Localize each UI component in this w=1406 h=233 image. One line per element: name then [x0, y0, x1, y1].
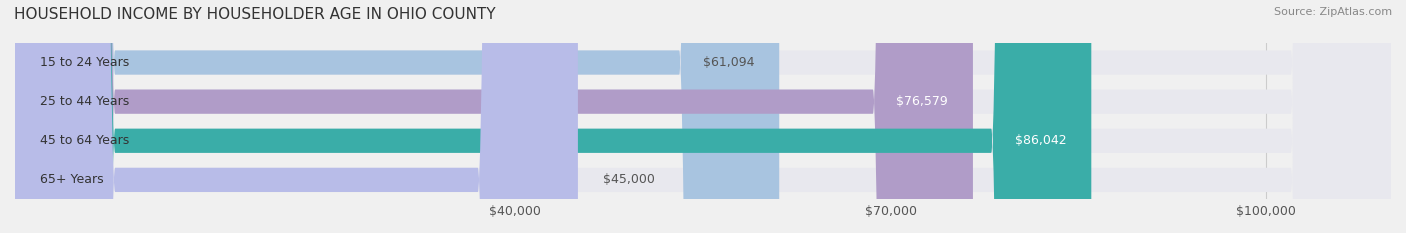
Text: HOUSEHOLD INCOME BY HOUSEHOLDER AGE IN OHIO COUNTY: HOUSEHOLD INCOME BY HOUSEHOLDER AGE IN O… [14, 7, 496, 22]
FancyBboxPatch shape [15, 0, 1391, 233]
Text: Source: ZipAtlas.com: Source: ZipAtlas.com [1274, 7, 1392, 17]
Text: 65+ Years: 65+ Years [39, 173, 104, 186]
Text: 15 to 24 Years: 15 to 24 Years [39, 56, 129, 69]
FancyBboxPatch shape [15, 0, 1091, 233]
FancyBboxPatch shape [15, 0, 973, 233]
FancyBboxPatch shape [15, 0, 1391, 233]
FancyBboxPatch shape [15, 0, 1391, 233]
Text: $61,094: $61,094 [703, 56, 754, 69]
Text: 45 to 64 Years: 45 to 64 Years [39, 134, 129, 147]
FancyBboxPatch shape [15, 0, 779, 233]
FancyBboxPatch shape [15, 0, 578, 233]
FancyBboxPatch shape [15, 0, 1391, 233]
Text: 25 to 44 Years: 25 to 44 Years [39, 95, 129, 108]
Text: $45,000: $45,000 [603, 173, 655, 186]
Text: $86,042: $86,042 [1015, 134, 1066, 147]
Text: $76,579: $76,579 [896, 95, 948, 108]
